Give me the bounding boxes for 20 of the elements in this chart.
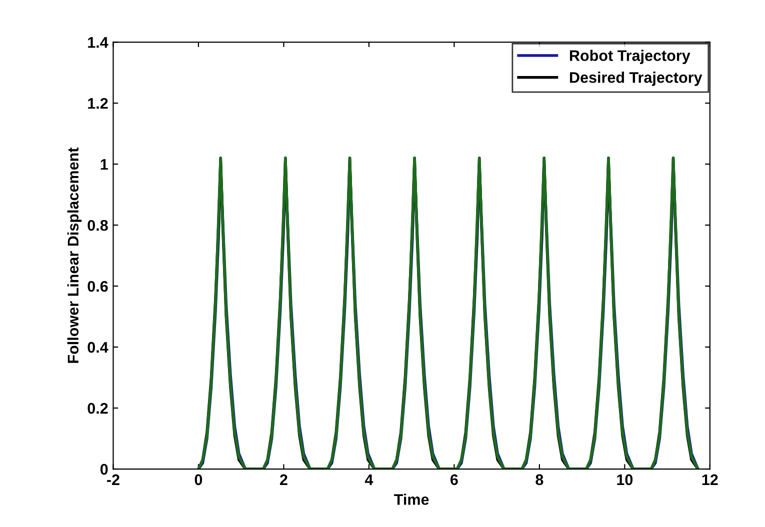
- x-axis-title: Time: [394, 494, 429, 505]
- legend-label: Desired Trajectory: [570, 72, 702, 86]
- x-tick-label: 2: [280, 474, 288, 485]
- legend-label: Robot Trajectory: [570, 50, 690, 64]
- y-tick-label: 0.6: [88, 280, 108, 292]
- y-tick-label: 1: [100, 159, 108, 170]
- x-tick-label: 0: [194, 474, 202, 486]
- x-tick-label: 10: [617, 474, 633, 486]
- x-tick-label: 8: [536, 474, 544, 486]
- y-axis-title: Follower Linear Displacement: [67, 148, 82, 363]
- y-tick-label: 0.8: [88, 220, 108, 231]
- x-tick-label: -2: [107, 474, 120, 485]
- x-tick-label: 12: [702, 474, 718, 485]
- y-tick-label: 1.2: [88, 98, 108, 109]
- y-tick-label: 0.4: [88, 342, 108, 353]
- y-tick-label: 1.4: [88, 37, 108, 48]
- x-tick-label: 6: [450, 474, 458, 486]
- x-tick-label: 4: [364, 474, 374, 485]
- y-tick-label: 0: [100, 464, 108, 475]
- y-tick-label: 0.2: [88, 402, 108, 414]
